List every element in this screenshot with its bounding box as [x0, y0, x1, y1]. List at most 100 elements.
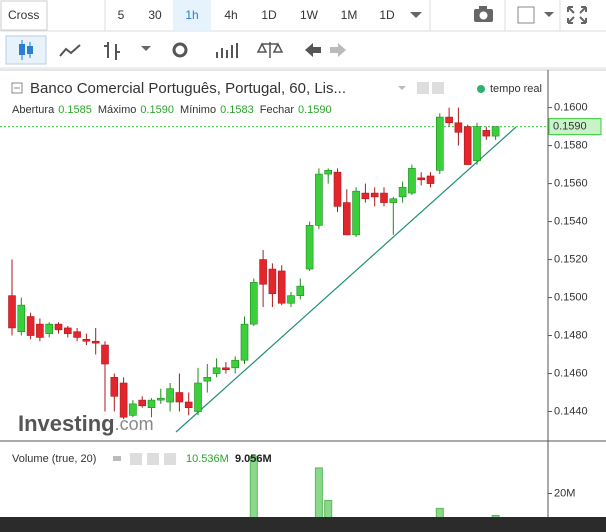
- candle-body: [73, 331, 81, 338]
- interval-dropdown[interactable]: [410, 12, 422, 18]
- last-price-label: 0.1590: [553, 120, 587, 132]
- candle-body: [352, 190, 360, 236]
- drawing-toolbar: [0, 32, 606, 68]
- candle-body: [259, 259, 267, 285]
- undo-icon[interactable]: [305, 43, 321, 57]
- y-tick-label: 0.1560: [554, 177, 588, 189]
- interval-button[interactable]: 4h: [224, 8, 237, 22]
- candle-body: [287, 295, 295, 304]
- y-tick-label: 0.1540: [554, 215, 588, 227]
- candle-body: [380, 192, 388, 203]
- pane-close[interactable]: [432, 82, 444, 94]
- candle-body: [203, 377, 212, 382]
- crosshair-label[interactable]: Cross: [8, 8, 39, 22]
- last-price-box: [548, 118, 602, 136]
- volume-bar: [314, 467, 323, 517]
- candle-body: [296, 285, 305, 296]
- volume-last: 10.536M: [186, 453, 229, 465]
- candle-body: [82, 339, 91, 342]
- title-dropdown[interactable]: [398, 86, 406, 90]
- watermark: Investing.com: [18, 411, 154, 436]
- y-tick-label: 0.1440: [554, 405, 588, 417]
- candle-body: [17, 304, 26, 333]
- candle-body: [305, 225, 314, 270]
- chart-title: Banco Comercial Português, Portugal, 60,…: [30, 80, 346, 97]
- interval-button[interactable]: 1h: [185, 8, 198, 22]
- ohlc-name: Máximo: [98, 104, 137, 116]
- camera-icon[interactable]: [474, 6, 493, 22]
- ohlc-value: 0.1590: [140, 104, 174, 116]
- candle-body: [157, 397, 165, 401]
- indicators-icon[interactable]: [216, 43, 238, 58]
- style-dropdown[interactable]: [141, 46, 151, 51]
- interval-button[interactable]: 1D: [379, 8, 395, 22]
- candle-body: [26, 316, 35, 336]
- candle-body: [64, 327, 72, 334]
- crosshair-button[interactable]: [0, 0, 48, 31]
- y-tick-label: 0.1600: [554, 102, 588, 114]
- interval-button[interactable]: 1D: [261, 8, 277, 22]
- candle-body: [45, 323, 54, 334]
- ohlc-name: Mínimo: [180, 104, 216, 116]
- candle-body: [426, 175, 435, 184]
- candle-body: [240, 323, 249, 361]
- candle-body: [250, 282, 258, 325]
- candle-body: [138, 399, 146, 407]
- y-tick-label: 0.1460: [554, 367, 588, 379]
- candle-body: [212, 367, 221, 374]
- candle-body: [417, 177, 426, 181]
- candle-body: [370, 192, 379, 198]
- bar-style-icon[interactable]: [104, 42, 120, 60]
- bottom-bar: [0, 517, 606, 532]
- interval-button[interactable]: 30: [148, 8, 162, 22]
- volume-bar: [491, 515, 500, 517]
- volume-bar: [324, 499, 333, 517]
- color-picker[interactable]: [517, 6, 554, 24]
- realtime-label: tempo real: [490, 83, 542, 95]
- ohlc-legend: Abertura 0.1585 Máximo 0.1590 Mínimo 0.1583 Fe…: [12, 104, 332, 116]
- candle-body: [54, 323, 63, 331]
- volume-ma: 9.056M: [235, 453, 272, 465]
- trend-line: [175, 126, 517, 433]
- candle-body: [184, 401, 193, 409]
- candle-body: [389, 198, 398, 203]
- volume-dropdown: [113, 456, 121, 461]
- volume-label: Volume (true, 20): [12, 453, 96, 465]
- ohlc-value: 0.1590: [298, 104, 332, 116]
- candle-body: [36, 323, 44, 338]
- candle-body: [231, 359, 239, 369]
- pane-settings[interactable]: [417, 82, 429, 94]
- line-chart-icon[interactable]: [59, 44, 81, 57]
- candle-style-button[interactable]: [5, 35, 47, 65]
- interval-active: [173, 0, 211, 31]
- candle-body: [454, 122, 463, 133]
- interval-button[interactable]: 1W: [300, 8, 319, 22]
- ohlc-value: 0.1583: [220, 104, 254, 116]
- interval-button[interactable]: 5: [118, 8, 125, 22]
- y-tick-label: 0.1580: [554, 139, 588, 151]
- redo-icon[interactable]: [330, 43, 346, 57]
- candle-body: [268, 268, 277, 295]
- candle-body: [129, 403, 137, 416]
- settings-icon[interactable]: [172, 42, 188, 58]
- candle-body: [222, 367, 230, 371]
- candle-body: [101, 344, 109, 365]
- volume-control: [147, 453, 159, 465]
- candle-body: [463, 126, 472, 165]
- candle-body: [277, 270, 286, 304]
- compare-icon[interactable]: [256, 42, 284, 58]
- interval-button[interactable]: 1M: [341, 8, 358, 22]
- ohlc-value: 0.1585: [58, 104, 92, 116]
- candle-body: [491, 126, 500, 137]
- volume-bar: [435, 507, 444, 517]
- y-tick-label: 0.1500: [554, 291, 588, 303]
- candle-body: [445, 116, 453, 124]
- candle-body: [361, 192, 370, 200]
- candle-icon[interactable]: [19, 40, 33, 60]
- candle-body: [435, 116, 444, 171]
- ohlc-name: Abertura: [12, 104, 55, 116]
- candle-body: [91, 340, 100, 344]
- fullscreen-icon[interactable]: [567, 6, 587, 24]
- volume-bars: [249, 455, 500, 517]
